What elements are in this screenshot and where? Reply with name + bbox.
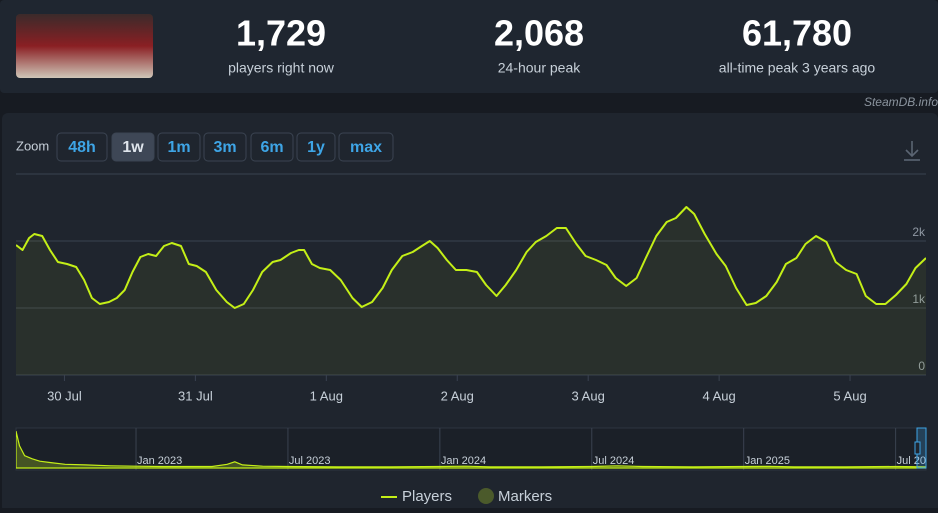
zoom-button[interactable]: [203, 132, 247, 162]
stat-value: 1,729: [236, 13, 326, 54]
navigator-handle[interactable]: [914, 441, 921, 455]
zoom-button-label[interactable]: 6m: [260, 139, 283, 156]
navigator-label: Jan 2025: [745, 455, 790, 467]
navigator-label: Jul 2023: [289, 455, 331, 467]
x-tick-label: 1 Aug: [310, 388, 343, 403]
zoom-button[interactable]: [250, 132, 294, 162]
zoom-button[interactable]: [338, 132, 394, 162]
legend-label[interactable]: Players: [402, 488, 452, 505]
x-tick-label: 3 Aug: [572, 388, 605, 403]
stat-label: players right now: [228, 60, 335, 76]
x-tick-label: 5 Aug: [833, 388, 866, 403]
navigator-label: Jul 2025: [897, 455, 938, 467]
zoom-button-label[interactable]: 48h: [68, 139, 96, 156]
stat-label: all-time peak 3 years ago: [719, 60, 876, 76]
zoom-button-label[interactable]: max: [350, 139, 382, 156]
x-tick-label: 30 Jul: [47, 388, 82, 403]
y-tick-label: 1k: [912, 292, 926, 306]
navigator-area: [16, 430, 926, 469]
zoom-button-label[interactable]: 1m: [167, 139, 190, 156]
players-line: [16, 206, 926, 309]
stat-value: 61,780: [742, 13, 852, 54]
download-icon[interactable]: [904, 141, 920, 161]
zoom-button-label[interactable]: 1y: [307, 139, 325, 156]
zoom-button[interactable]: [157, 132, 201, 162]
legend-swatch[interactable]: [478, 488, 494, 504]
x-tick-label: 31 Jul: [178, 388, 213, 403]
x-tick-label: 4 Aug: [702, 388, 735, 403]
legend-label[interactable]: Markers: [498, 488, 552, 505]
zoom-button[interactable]: [56, 132, 108, 162]
navigator-label: Jul 2024: [593, 455, 635, 467]
chart-panel: [2, 113, 938, 513]
zoom-button[interactable]: [111, 132, 155, 162]
navigator-label: Jan 2023: [137, 455, 182, 467]
zoom-button-label[interactable]: 1w: [122, 139, 144, 156]
game-logo[interactable]: [16, 14, 153, 78]
header-panel: [0, 0, 938, 93]
stat-value: 2,068: [494, 13, 584, 54]
stat-label: 24-hour peak: [498, 60, 582, 76]
navigator-frame: [15, 427, 927, 471]
area-fill: [16, 207, 926, 375]
zoom-label: Zoom: [16, 138, 49, 153]
x-tick-label: 2 Aug: [441, 388, 474, 403]
navigator-label: Jan 2024: [441, 455, 486, 467]
y-tick-label: 0: [918, 359, 925, 373]
zoom-button[interactable]: [296, 132, 336, 162]
zoom-button-label[interactable]: 3m: [213, 139, 236, 156]
source-link[interactable]: SteamDB.info: [864, 95, 938, 109]
y-tick-label: 2k: [912, 225, 926, 239]
